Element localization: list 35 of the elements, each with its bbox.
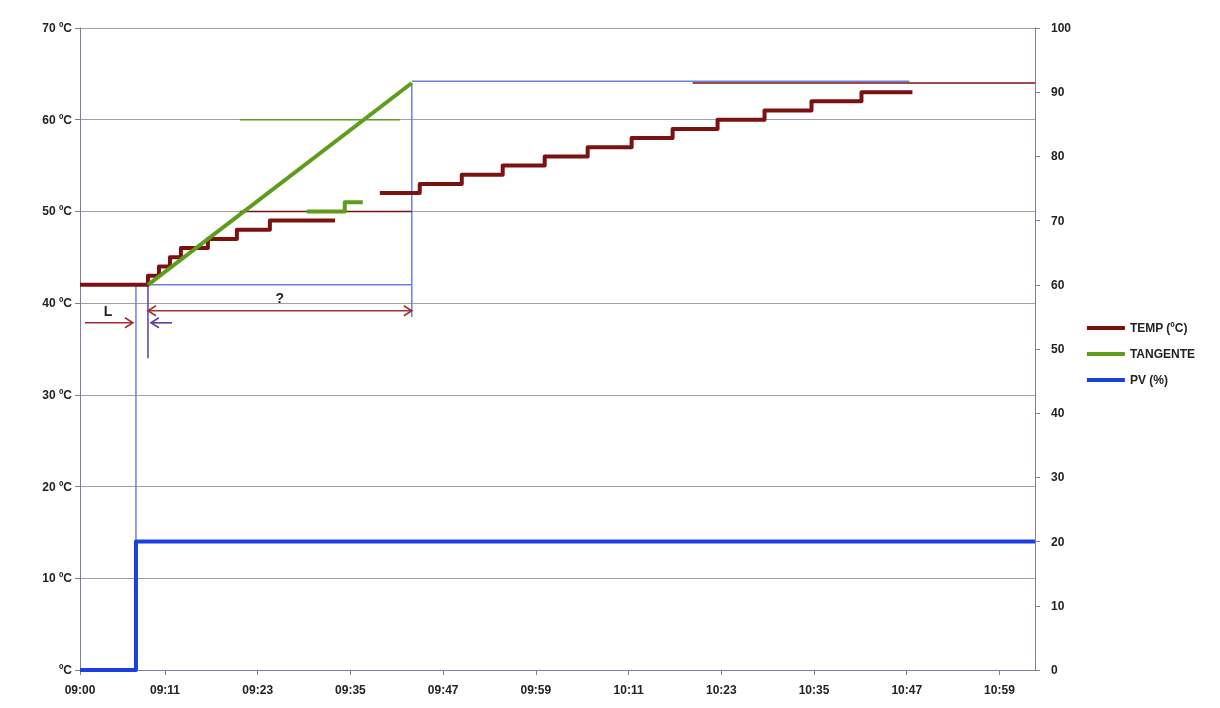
- y2-tick-label: 10: [1051, 598, 1065, 613]
- y2-tick-label: 100: [1051, 21, 1072, 35]
- x-tick-label: 09:00: [64, 683, 96, 697]
- y2-tick-label: 60: [1051, 277, 1065, 292]
- y2-tick-label: 80: [1051, 149, 1065, 164]
- y2-tick-label: 90: [1051, 85, 1065, 100]
- y2-tick-label: 70: [1051, 213, 1065, 228]
- y-tick-label: 70 ºC: [42, 21, 73, 35]
- y-tick-label: 40 ºC: [42, 296, 73, 311]
- y2-tick-label: 40: [1051, 406, 1065, 421]
- x-tick-label: 09:35: [335, 683, 367, 697]
- y2-tick-label: 20: [1051, 534, 1065, 549]
- x-tick-label: 09:11: [149, 683, 181, 697]
- x-tick-label: 09:23: [242, 683, 274, 697]
- y-tick-label: ºC: [58, 663, 73, 677]
- y-tick-label: 10 ºC: [42, 571, 73, 586]
- y2-tick-label: 30: [1051, 470, 1065, 485]
- annotation: L: [103, 302, 113, 319]
- x-tick-label: 09:47: [427, 683, 459, 697]
- annotation: ?: [275, 289, 285, 306]
- x-tick-label: 10:47: [891, 683, 923, 697]
- y2-tick-label: 50: [1051, 342, 1065, 356]
- legend-label: TEMP (ºC): [1129, 321, 1188, 335]
- x-tick-label: 09:59: [520, 683, 552, 697]
- y-tick-label: 50 ºC: [42, 204, 73, 219]
- legend-label: TANGENTE: [1129, 347, 1195, 361]
- y-tick-label: 30 ºC: [42, 387, 73, 402]
- x-tick-label: 10:23: [705, 683, 737, 697]
- y2-tick-label: 0: [1051, 663, 1058, 677]
- y-tick-label: 20 ºC: [42, 479, 73, 494]
- x-tick-label: 10:59: [984, 683, 1016, 697]
- x-tick-label: 10:11: [613, 683, 644, 697]
- legend-label: PV (%): [1129, 373, 1168, 387]
- x-tick-label: 10:35: [798, 683, 830, 697]
- y-tick-label: 60 ºC: [42, 112, 73, 127]
